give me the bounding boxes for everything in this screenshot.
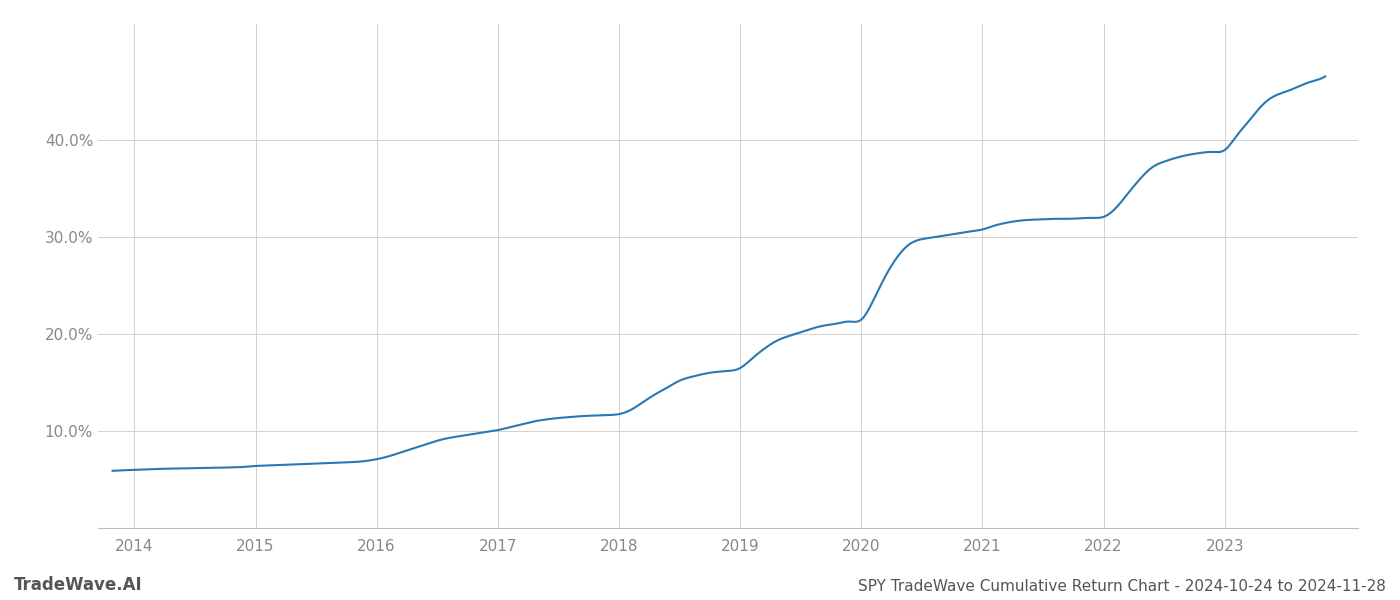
- Text: SPY TradeWave Cumulative Return Chart - 2024-10-24 to 2024-11-28: SPY TradeWave Cumulative Return Chart - …: [858, 579, 1386, 594]
- Text: TradeWave.AI: TradeWave.AI: [14, 576, 143, 594]
